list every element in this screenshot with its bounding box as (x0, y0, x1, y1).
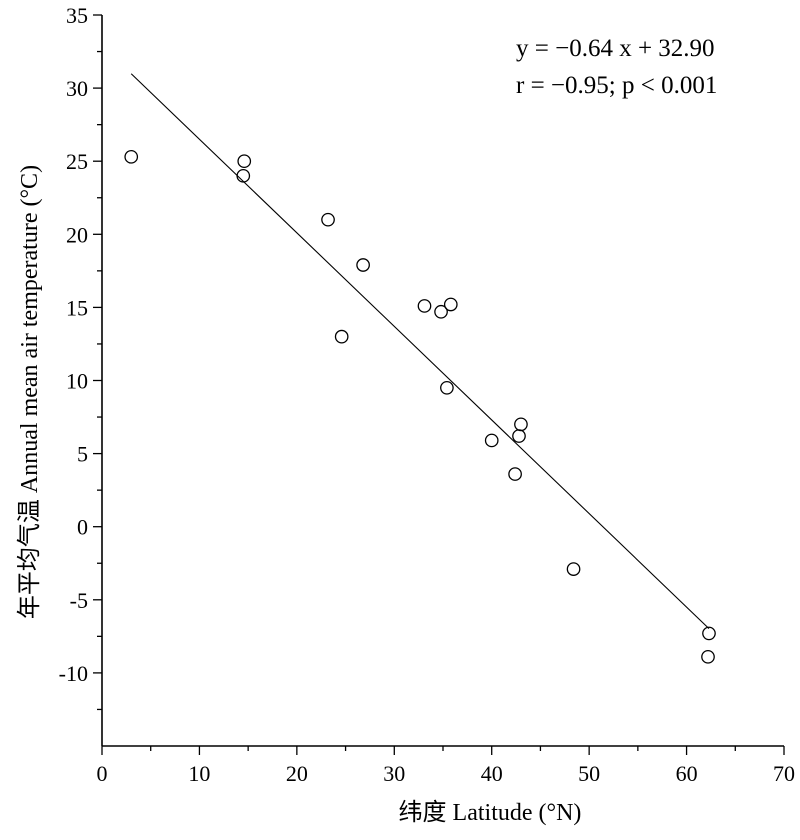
data-point (484, 433, 499, 448)
regression-equation: y = −0.64 x + 32.90 (516, 35, 715, 62)
regression-line (130, 73, 710, 630)
x-tick-label: 10 (188, 761, 210, 786)
ticks: 0 10 20 30 40 50 60 70 -10 -5 0 5 10 15 20 25 30 35 (59, 3, 795, 786)
data-point (321, 212, 335, 227)
data-point (124, 149, 139, 164)
data-point (334, 329, 349, 344)
x-tick-label: 30 (383, 761, 405, 786)
data-point (514, 417, 528, 432)
y-axis-title: 年平均气温 Annual mean air temperature (°C) (16, 165, 43, 619)
y-tick-label: 15 (66, 295, 88, 320)
x-tick-label: 60 (676, 761, 698, 786)
data-point (702, 626, 716, 641)
data-point (508, 467, 522, 481)
y-tick-label: 0 (77, 515, 88, 540)
data-point (417, 299, 432, 313)
equation-annotation: y = −0.64 x + 32.90 r = −0.95; p < 0.001 (516, 35, 717, 99)
x-tick-label: 50 (578, 761, 600, 786)
data-point (236, 168, 251, 183)
x-axis-title: 纬度 Latitude (°N) (399, 799, 582, 826)
y-tick-label: -5 (70, 588, 88, 613)
x-tick-label: 0 (97, 761, 108, 786)
y-tick-label: 5 (77, 442, 88, 467)
y-tick-label: 25 (66, 149, 88, 174)
y-tick-label: 30 (66, 76, 88, 101)
x-tick-label: 20 (286, 761, 308, 786)
axes (101, 15, 784, 747)
data-point (701, 649, 715, 664)
y-tick-label: 20 (66, 222, 88, 247)
data-point (512, 429, 526, 443)
y-tick-label: 35 (66, 3, 88, 28)
x-tick-label: 40 (481, 761, 503, 786)
data-point (356, 258, 370, 272)
data-points (124, 149, 716, 664)
y-tick-label: 10 (66, 369, 88, 394)
x-tick-label: 70 (773, 761, 795, 786)
data-point (434, 304, 448, 319)
y-tick-label: -10 (59, 661, 88, 686)
correlation-stats: r = −0.95; p < 0.001 (516, 72, 717, 99)
data-point (440, 380, 454, 395)
data-point (566, 562, 581, 576)
data-point (237, 154, 252, 169)
data-point (443, 297, 458, 312)
